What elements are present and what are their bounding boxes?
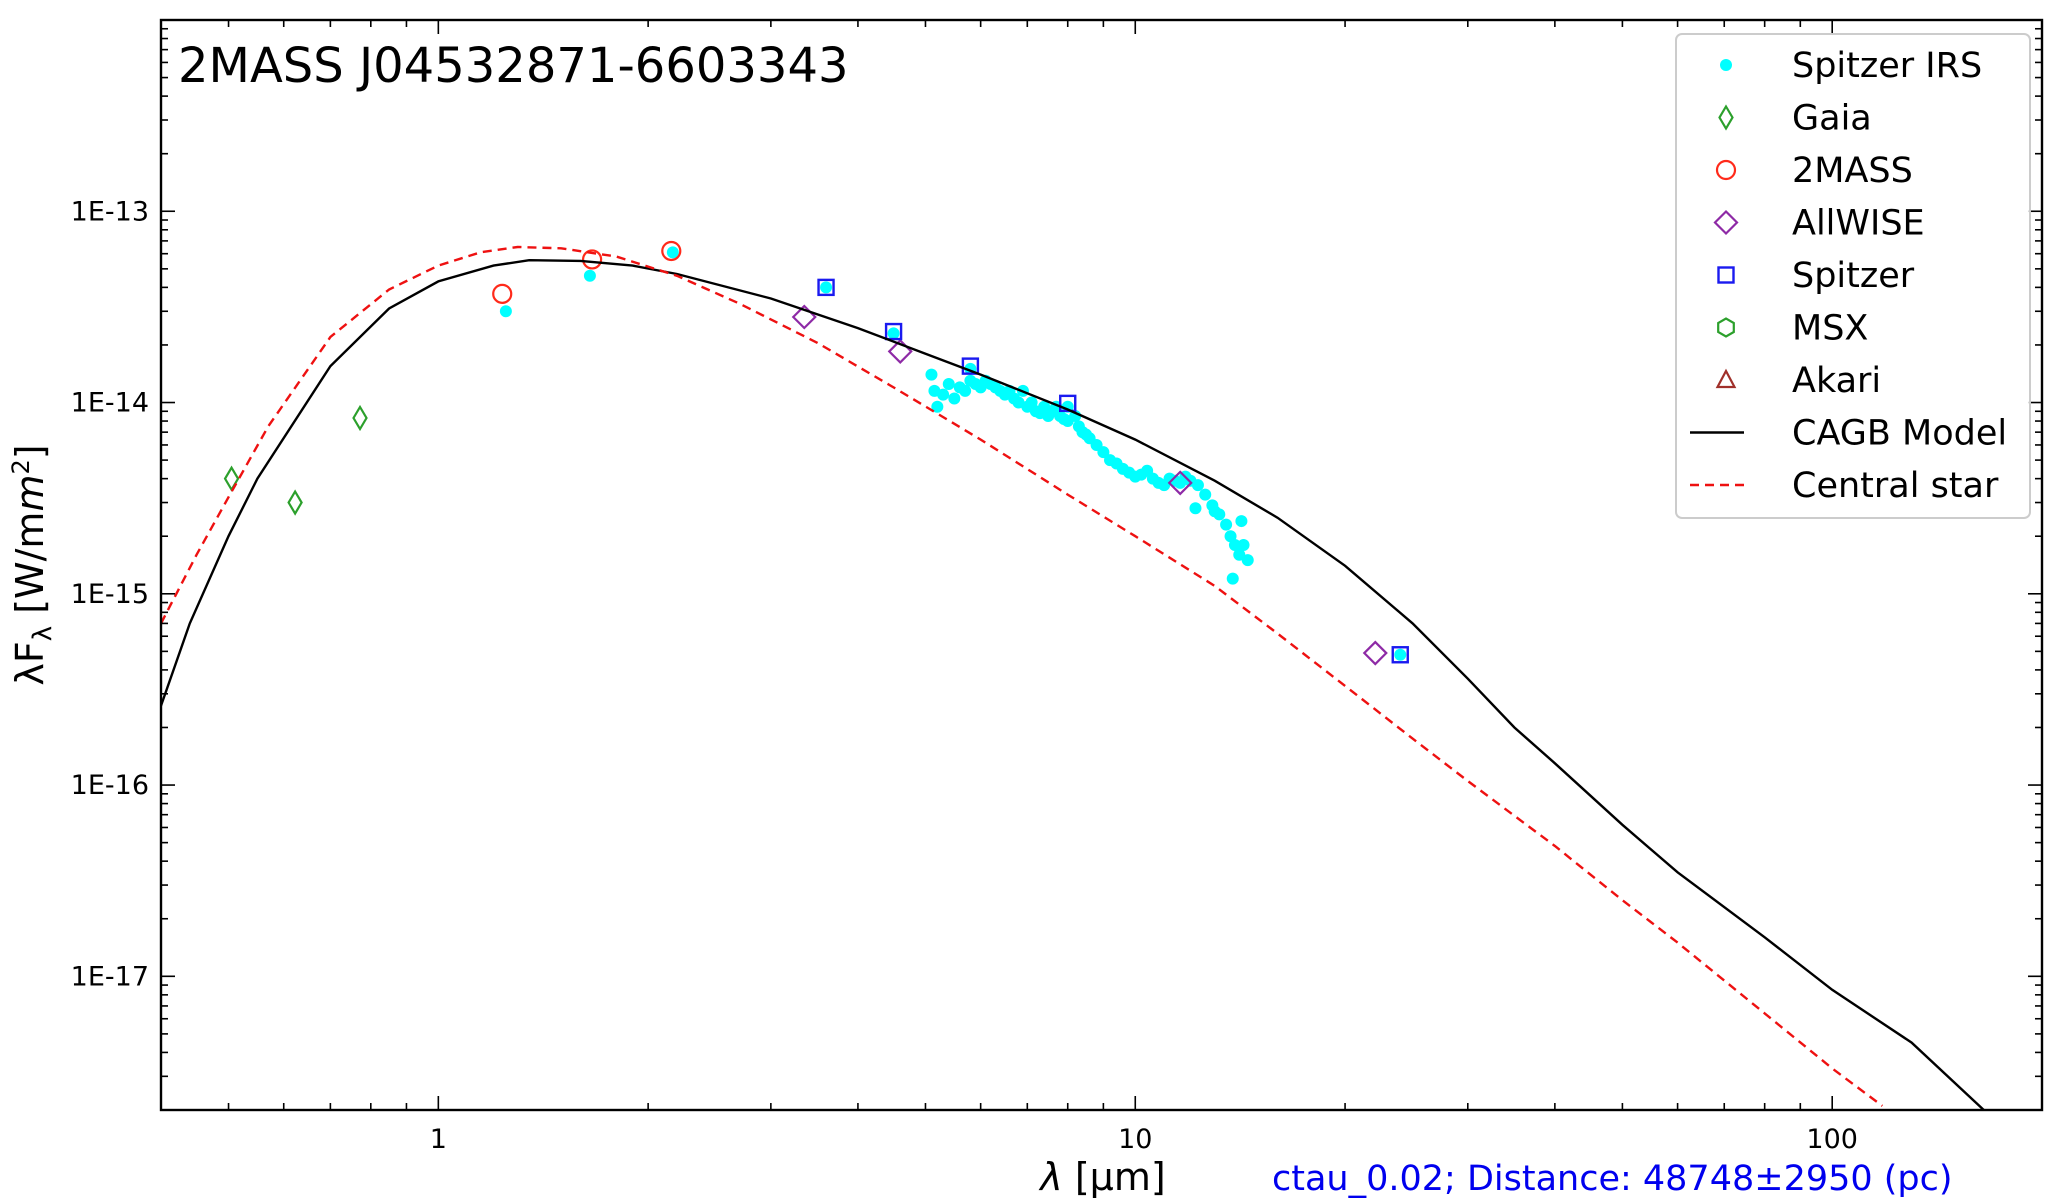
- x-tick-label: 1: [430, 1124, 447, 1155]
- legend-label: AllWISE: [1792, 204, 1925, 244]
- y-tick-label: 1E-16: [71, 770, 149, 801]
- legend-label: Central star: [1792, 466, 1999, 506]
- legend-label: Gaia: [1792, 99, 1872, 139]
- legend-label: Spitzer IRS: [1792, 46, 1982, 86]
- legend-item-cagb-model: CAGB Model: [1690, 414, 2007, 454]
- legend-item-spitzer-irs: Spitzer IRS: [1720, 46, 1982, 86]
- legend-label: Akari: [1792, 361, 1881, 401]
- gaia-point: [223, 465, 240, 492]
- spitzer-irs-point: [937, 388, 950, 401]
- spitzer-irs-point: [1208, 505, 1221, 518]
- legend-swatch: [1720, 59, 1732, 71]
- legend-item-gaia: Gaia: [1718, 99, 1872, 139]
- spitzer-irs-point: [948, 392, 961, 405]
- spitzer-irs-point: [1220, 518, 1233, 531]
- spitzer-irs-point: [959, 384, 972, 397]
- x-tick-label: 100: [1806, 1124, 1858, 1155]
- spitzer-irs-point: [1241, 554, 1254, 567]
- y-tick-label: 1E-13: [71, 196, 149, 227]
- spitzer-point: [884, 322, 903, 341]
- series-spitzer-irs: [499, 246, 1407, 661]
- plot-frame: [159, 18, 2044, 1112]
- series-2mass: [492, 240, 682, 304]
- legend-label: 2MASS: [1792, 151, 1913, 191]
- legend-swatch: [1715, 159, 1737, 181]
- legend-swatch: [1717, 317, 1735, 338]
- legend: Spitzer IRS Gaia 2MASS AllWISE Spitzer MSX Aka…: [1675, 33, 2031, 519]
- chart-title: 2MASS J04532871-6603343: [178, 38, 849, 94]
- legend-swatch: [1717, 266, 1735, 284]
- spitzer-irs-point: [1191, 479, 1204, 492]
- legend-swatch: [1715, 368, 1737, 389]
- series-central-star: [161, 245, 1884, 1107]
- y-tick-label: 1E-17: [71, 961, 149, 992]
- spitzer-irs-point: [499, 305, 512, 318]
- spitzer-irs-point: [925, 368, 938, 381]
- legend-item-central-star: Central star: [1690, 466, 1999, 506]
- legend-swatch: [1713, 209, 1739, 236]
- 2mass-point: [492, 283, 513, 304]
- y-axis-label: λFλ [W/mm2]: [7, 444, 58, 685]
- legend-item-allwise: AllWISE: [1713, 204, 1925, 244]
- series-spitzer: [817, 278, 1409, 664]
- series-gaia: [223, 404, 368, 516]
- legend-label: Spitzer: [1792, 256, 1915, 296]
- spitzer-point: [817, 278, 835, 297]
- spitzer-irs-point: [583, 269, 596, 282]
- spitzer-irs-point: [942, 377, 955, 390]
- spitzer-irs-point: [887, 327, 900, 340]
- spitzer-irs-point: [1226, 572, 1239, 585]
- spitzer-irs-point: [1199, 488, 1212, 501]
- x-axis-label: λ [μm]: [1038, 1155, 1165, 1199]
- series-cagb-model: [161, 258, 1985, 1110]
- spitzer-irs-point: [1097, 446, 1110, 459]
- legend-item-msx: MSX: [1717, 309, 1868, 349]
- legend-item-spitzer: Spitzer: [1717, 256, 1915, 296]
- 2mass-point: [582, 249, 603, 270]
- spitzer-irs-point: [1235, 515, 1248, 528]
- gaia-point: [352, 404, 368, 432]
- 2mass-point: [661, 240, 682, 262]
- spitzer-irs-point: [1228, 538, 1241, 551]
- spitzer-irs-point: [931, 400, 944, 413]
- spitzer-point: [1059, 394, 1077, 413]
- legend-item-akari: Akari: [1715, 361, 1881, 401]
- legend-label: CAGB Model: [1792, 414, 2007, 454]
- allwise-point: [1362, 640, 1388, 666]
- legend-label: MSX: [1792, 309, 1868, 349]
- model-annotation: ctau_0.02; Distance: 48748±2950 (pc): [1272, 1159, 1953, 1199]
- x-tick-label: 10: [1118, 1124, 1152, 1155]
- spitzer-irs-point: [1189, 502, 1202, 515]
- spitzer-irs-point: [1237, 538, 1250, 551]
- allwise-point: [1167, 470, 1193, 496]
- legend-item-2mass: 2MASS: [1715, 151, 1913, 191]
- spitzer-irs-point: [1394, 648, 1407, 661]
- y-tick-label: 1E-14: [71, 388, 149, 419]
- spitzer-point: [1391, 646, 1409, 664]
- y-tick-label: 1E-15: [71, 579, 149, 610]
- legend-swatch: [1718, 104, 1734, 131]
- spitzer-irs-point: [820, 281, 833, 294]
- cagb-model-line: [161, 258, 1985, 1110]
- gaia-point: [287, 489, 303, 516]
- spitzer-point: [961, 357, 980, 375]
- central-star-line: [161, 245, 1884, 1107]
- legend-box: [1675, 33, 2031, 519]
- spitzer-irs-point: [666, 246, 679, 259]
- series-allwise: [791, 304, 1388, 666]
